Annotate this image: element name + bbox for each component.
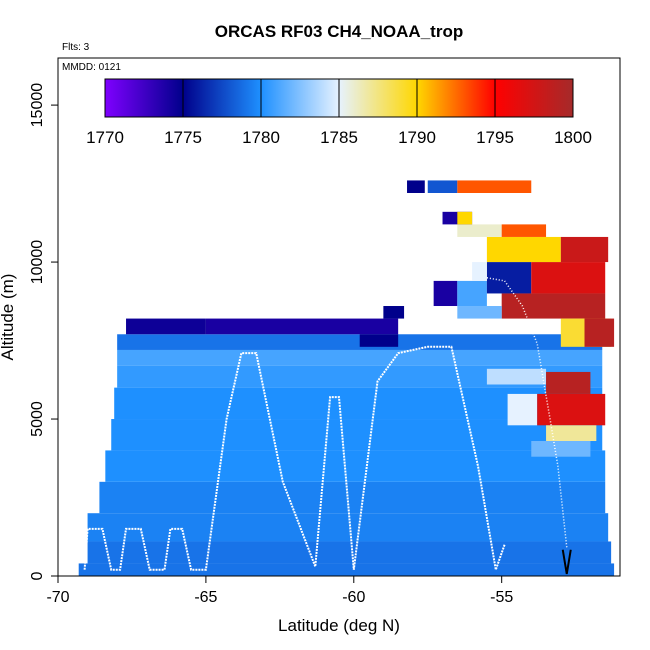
heatmap-cell (486, 368, 547, 385)
heatmap-cell (486, 236, 561, 263)
heatmap-cell (126, 318, 206, 335)
heatmap-cell (383, 306, 405, 319)
heatmap-cell (105, 450, 606, 482)
colorbar-tick-label: 1775 (164, 128, 202, 147)
plot-frame (57, 57, 621, 577)
heatmap-cell (546, 371, 591, 394)
colorbar-tick-label: 1790 (398, 128, 436, 147)
date-note: MMDD: 0121 (62, 62, 121, 73)
track-end-arrow (561, 549, 572, 575)
heatmap-cell (501, 224, 547, 237)
heatmap-cell (87, 541, 612, 564)
y-tick-label: 15000 (29, 83, 46, 128)
heatmap-cell (531, 441, 591, 457)
heatmap-cell (117, 349, 603, 366)
heatmap-cell (537, 393, 606, 426)
heatmap-cell (78, 563, 615, 576)
colorbar-tick-label: 1795 (476, 128, 514, 147)
heatmap-cell (531, 262, 606, 294)
heatmap-cell (87, 513, 609, 542)
flight-track-line (83, 345, 506, 574)
heatmap-cell (205, 318, 399, 335)
y-tick-label: 0 (29, 571, 46, 580)
colorbar-tick-label: 1800 (554, 128, 592, 147)
x-tick-label: -70 (46, 589, 69, 606)
heatmap-cell (486, 262, 532, 294)
heatmap-cell (457, 306, 502, 319)
heatmap-cell (433, 280, 458, 307)
descent-track-line (486, 277, 568, 548)
y-axis-label: Altitude (m) (0, 274, 17, 361)
heatmap-cell (457, 280, 487, 307)
heatmap-cell (457, 180, 532, 193)
x-axis-label: Latitude (deg N) (278, 616, 400, 635)
heatmap-cell (117, 365, 603, 388)
heatmap-cell (359, 334, 399, 347)
heatmap-cell (407, 180, 425, 193)
heatmap-cell (472, 262, 487, 281)
heatmap-cell (427, 180, 458, 193)
heatmap-cell (507, 393, 538, 426)
heatmap-cell (584, 318, 615, 347)
y-tick-label: 10000 (29, 240, 46, 285)
heatmap-cell (560, 236, 609, 263)
heatmap-cell (457, 211, 473, 225)
heatmap-cell (99, 481, 606, 514)
x-tick-label: -65 (194, 589, 217, 606)
x-tick-label: -55 (490, 589, 513, 606)
colorbar-tick-label: 1780 (242, 128, 280, 147)
y-tick-label: 5000 (29, 401, 46, 437)
heatmap-cells (78, 180, 615, 576)
flights-note: Flts: 3 (62, 42, 90, 53)
heatmap-cell (546, 425, 597, 442)
colorbar-ticks: 1770 1775 1780 1785 1790 1795 1800 (86, 79, 592, 147)
colorbar-tick-label: 1785 (320, 128, 358, 147)
colorbar-tick-label: 1770 (86, 128, 124, 147)
chart-title: ORCAS RF03 CH4_NOAA_trop (215, 22, 463, 41)
heatmap-cell (457, 224, 502, 237)
x-tick-label: -60 (342, 589, 365, 606)
heatmap-cell (501, 293, 606, 319)
x-axis: -70 -65 -60 -55 (46, 576, 513, 606)
flight-track-group (83, 277, 572, 575)
y-axis: 0 5000 10000 15000 (29, 83, 58, 580)
